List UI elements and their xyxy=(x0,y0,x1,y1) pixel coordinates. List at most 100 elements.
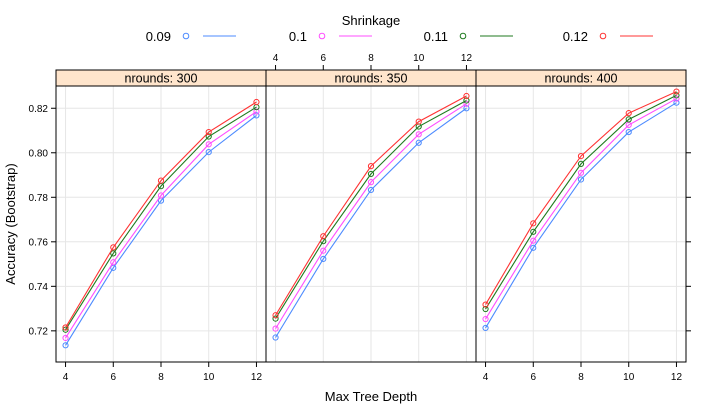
strip-label: nrounds: 400 xyxy=(545,72,618,86)
y-tick-label: 0.78 xyxy=(29,193,49,204)
data-point xyxy=(415,139,422,146)
series-line xyxy=(65,111,257,339)
data-point xyxy=(272,315,279,322)
x-tick-label: 10 xyxy=(203,372,215,383)
data-point xyxy=(530,228,537,235)
x-axis-ticks-nrounds-300: 4 6 8 10 12 xyxy=(63,362,263,383)
data-point xyxy=(272,312,279,319)
data-point xyxy=(463,97,470,104)
data-point xyxy=(673,88,680,95)
data-point xyxy=(367,163,375,170)
legend: Shrinkage 0.09 0.1 0.11 0.12 xyxy=(146,13,653,44)
strip-label: nrounds: 350 xyxy=(335,72,408,86)
data-point xyxy=(673,92,680,99)
series-0-09 xyxy=(482,99,680,332)
data-point xyxy=(530,237,537,244)
data-point xyxy=(625,110,632,117)
legend-label: 0.09 xyxy=(146,29,171,44)
x-tick-label: 8 xyxy=(158,372,164,383)
y-tick-label: 0.76 xyxy=(29,237,49,248)
data-point xyxy=(205,141,212,148)
x-axis-label: Max Tree Depth xyxy=(325,389,418,404)
data-point xyxy=(253,112,260,119)
data-point xyxy=(205,128,212,136)
data-point xyxy=(253,108,260,115)
data-point xyxy=(482,301,489,308)
legend-title: Shrinkage xyxy=(342,13,401,28)
x-tick-label: 8 xyxy=(578,372,584,383)
series-line xyxy=(65,114,257,346)
data-point xyxy=(415,131,422,138)
data-point xyxy=(367,186,375,194)
series-line xyxy=(275,99,467,319)
data-point xyxy=(157,192,165,199)
data-point xyxy=(482,315,489,323)
series-line xyxy=(485,91,677,305)
series-line xyxy=(275,103,467,329)
x-tick-label: 8 xyxy=(368,53,374,64)
x-tick-label: 6 xyxy=(320,53,326,64)
legend-point-marker xyxy=(599,32,607,40)
data-point xyxy=(530,244,537,251)
legend-label: 0.1 xyxy=(289,29,307,44)
series-line xyxy=(275,107,467,338)
series-line xyxy=(65,101,257,328)
data-point xyxy=(625,116,632,123)
x-axis-ticks-nrounds-400: 4 6 8 10 12 xyxy=(483,362,682,383)
x-tick-label: 4 xyxy=(483,372,489,383)
x-tick-label: 12 xyxy=(461,53,473,64)
series-0-11 xyxy=(482,92,680,313)
data-point xyxy=(62,342,69,349)
data-point xyxy=(320,233,327,240)
data-point xyxy=(673,99,680,106)
data-point xyxy=(110,244,117,251)
data-point xyxy=(625,128,632,136)
x-tick-label: 10 xyxy=(413,53,425,64)
x-axis-ticks-nrounds-350: 4 6 8 10 12 xyxy=(273,53,473,70)
legend-label: 0.11 xyxy=(424,29,448,44)
data-point xyxy=(367,170,375,178)
data-point xyxy=(530,220,537,227)
series-line xyxy=(485,98,677,320)
data-point xyxy=(205,149,212,156)
legend-point-marker xyxy=(459,32,467,40)
panel-nrounds-300: nrounds: 300 xyxy=(55,69,267,363)
data-point xyxy=(577,160,585,168)
x-tick-label: 6 xyxy=(110,372,116,383)
series-0-12 xyxy=(62,98,260,331)
data-point xyxy=(415,118,422,125)
y-tick-label: 0.74 xyxy=(29,282,49,293)
data-point xyxy=(62,334,69,342)
x-tick-label: 12 xyxy=(251,372,263,383)
series-line xyxy=(485,102,677,329)
data-point xyxy=(320,247,327,254)
data-point xyxy=(577,176,585,183)
x-tick-label: 4 xyxy=(63,372,69,383)
series-line xyxy=(275,95,467,316)
data-point xyxy=(463,100,470,107)
series-0-1 xyxy=(272,100,470,332)
legend-entry-0-1: 0.1 xyxy=(289,29,372,44)
series-0-1 xyxy=(62,108,260,342)
legend-entry-0-11: 0.11 xyxy=(424,29,513,44)
series-0-09 xyxy=(62,112,260,349)
data-point xyxy=(272,325,279,332)
grid xyxy=(56,86,266,362)
y-axis: 0.72 0.74 0.76 0.78 0.80 0.82 xyxy=(29,104,691,337)
data-point xyxy=(157,177,165,184)
panel-nrounds-350: nrounds: 350 xyxy=(265,69,477,363)
strip-label: nrounds: 300 xyxy=(125,72,198,86)
series-line xyxy=(485,94,677,310)
y-tick-label: 0.72 xyxy=(29,326,49,337)
panel-nrounds-400: nrounds: 400 xyxy=(475,69,687,363)
series-0-12 xyxy=(272,92,470,319)
data-point xyxy=(205,133,212,140)
x-tick-label: 6 xyxy=(530,372,536,383)
series-0-09 xyxy=(272,105,470,341)
data-point xyxy=(367,179,375,186)
data-point xyxy=(110,250,117,257)
legend-point-marker xyxy=(182,32,190,40)
legend-point-marker xyxy=(318,32,326,40)
x-tick-label: 4 xyxy=(273,53,279,64)
axes: 4 6 8 10 12 4 6 8 10 12 4 6 8 10 12 0.72 0.74 0.76 0.78 0.8… xyxy=(29,53,691,383)
